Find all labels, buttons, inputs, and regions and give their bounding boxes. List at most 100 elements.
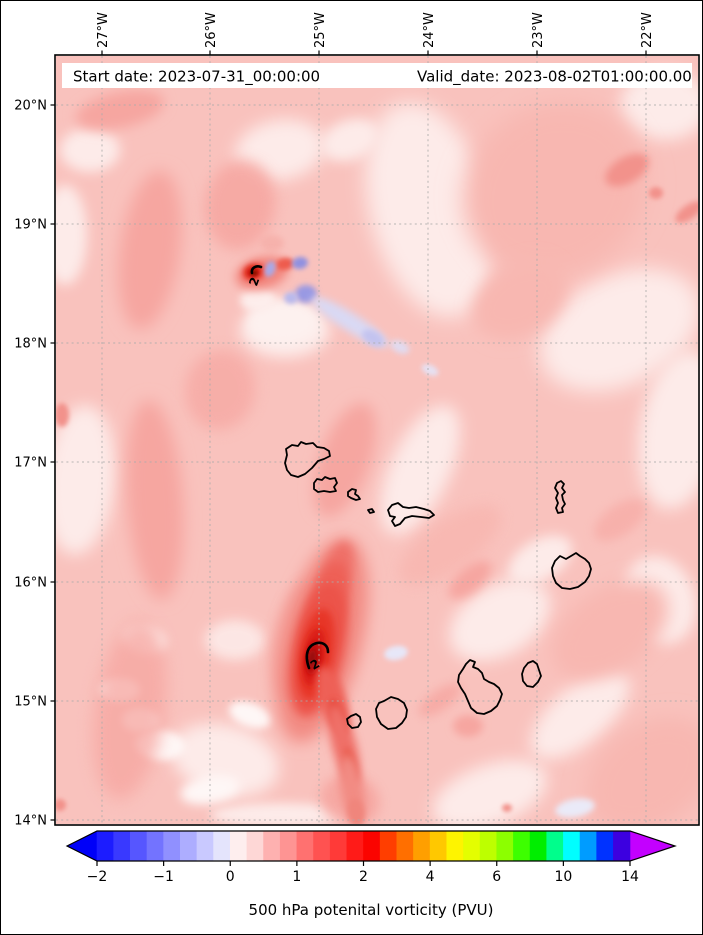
field-blob — [539, 268, 698, 392]
x-tick-label: 27°W — [96, 12, 111, 48]
field-blob — [605, 153, 649, 187]
field-blob — [453, 715, 483, 737]
field-blob — [365, 102, 495, 318]
field-blob — [347, 798, 365, 824]
coastline-fogo — [375, 696, 408, 730]
field-blob — [432, 760, 548, 824]
field-blob — [390, 340, 410, 354]
colorbar-segment — [396, 831, 414, 861]
colorbar-segment — [196, 831, 214, 861]
colorbar-segment — [496, 831, 514, 861]
title-strip — [62, 63, 692, 88]
field-blob — [210, 803, 350, 824]
x-tick-label: 26°W — [204, 12, 219, 48]
y-tick-label: 14°N — [14, 814, 47, 829]
colorbar-over-arrow — [630, 831, 675, 861]
field-blob — [60, 128, 120, 172]
colorbar-segment — [96, 831, 114, 861]
field-blob — [384, 645, 408, 661]
field-blob — [184, 350, 256, 430]
field-blob — [260, 235, 284, 251]
map-clip-group: 22 — [56, 56, 698, 824]
colorbar-segment — [313, 831, 331, 861]
colorbar-segment — [146, 831, 164, 861]
field-blob — [126, 400, 184, 600]
x-tick-label: 22°W — [640, 12, 655, 48]
colorbar-tick-label: 1 — [292, 869, 301, 885]
colorbar-segment — [263, 831, 281, 861]
start-date-label: Start date: 2023-07-31_00:00:00 — [73, 68, 320, 87]
colorbar-segment — [163, 831, 181, 861]
coastline-branco-raso — [367, 508, 375, 514]
caption: 500 hPa potenital vorticity (PVU) — [249, 901, 494, 919]
colorbar-segment — [429, 831, 448, 861]
field-blob — [379, 405, 461, 535]
colorbar-segment — [579, 831, 597, 861]
field-blob — [398, 504, 502, 586]
map-canvas: 22 — [56, 56, 698, 824]
y-tick-label: 20°N — [14, 99, 47, 114]
colorbar-tick-label: 4 — [426, 869, 435, 885]
coastline-boa-vista — [551, 552, 592, 590]
field-blob — [228, 701, 272, 729]
y-tick-label: 15°N — [14, 695, 47, 710]
colorbar-segment — [246, 831, 264, 861]
colorbar-segment — [279, 831, 298, 861]
colorbar-segment — [179, 831, 198, 861]
field-blob — [56, 185, 87, 285]
axis-layer: 27°W 26°W 25°W 24°W 23°W 22°W 20°N 19°N 18°N 17°N… — [14, 12, 655, 829]
valid-date-label: Valid_date: 2023-08-02T01:00:00.00 — [417, 68, 692, 87]
colorbar-segment — [379, 831, 398, 861]
colorbar-tick-label: 2 — [359, 869, 368, 885]
field-blob — [593, 498, 647, 542]
colorbar-tick-label: 14 — [621, 869, 639, 885]
colorbar-tick-label: −2 — [87, 869, 108, 885]
coastline-sao-vicente — [313, 476, 338, 493]
colorbar-segment — [563, 831, 581, 861]
field-blob — [530, 670, 630, 760]
field-blob — [448, 560, 492, 600]
field-blob — [502, 804, 512, 812]
field-blob — [295, 285, 317, 303]
colorbar-segment — [546, 831, 564, 861]
y-tick-label: 16°N — [14, 576, 47, 591]
field-blob — [418, 683, 462, 717]
colorbar-segment — [329, 831, 348, 861]
field-blob — [56, 403, 69, 427]
field-blob — [284, 292, 298, 304]
colorbar-segment — [363, 831, 381, 861]
colorbar-segment — [113, 831, 131, 861]
coastline-santa-luzia — [347, 488, 361, 501]
field-blob — [555, 798, 595, 818]
field-blob — [421, 364, 439, 376]
colorbar-segment — [463, 831, 481, 861]
field-blob — [171, 723, 279, 797]
colorbar-segment — [413, 831, 431, 861]
coastline-sao-nicolau — [387, 502, 435, 527]
field-blob — [449, 579, 551, 661]
field-blob — [264, 261, 276, 277]
coastline-santiago — [457, 659, 503, 715]
field-blob — [204, 160, 276, 250]
coastline-santo-antao — [284, 441, 331, 478]
pv-contour-line — [305, 641, 330, 670]
field-blob — [56, 405, 116, 555]
field-blob — [649, 187, 663, 199]
field-blob — [313, 402, 377, 518]
y-tick-label: 17°N — [14, 456, 47, 471]
field-blob — [675, 201, 698, 223]
field-blob — [320, 118, 380, 162]
colorbar-segment — [513, 831, 531, 861]
colorbar-segment — [213, 831, 231, 861]
colorbar-segment — [229, 831, 248, 861]
colorbar-tick-label: 0 — [226, 869, 235, 885]
field-blob — [292, 256, 308, 270]
x-tick-label: 23°W — [531, 12, 546, 48]
field-blob — [205, 620, 265, 660]
y-tick-label: 18°N — [14, 337, 47, 352]
colorbar-tick-label: 10 — [554, 869, 572, 885]
colorbar-tick-label: −1 — [153, 869, 174, 885]
field-blob — [240, 288, 276, 312]
